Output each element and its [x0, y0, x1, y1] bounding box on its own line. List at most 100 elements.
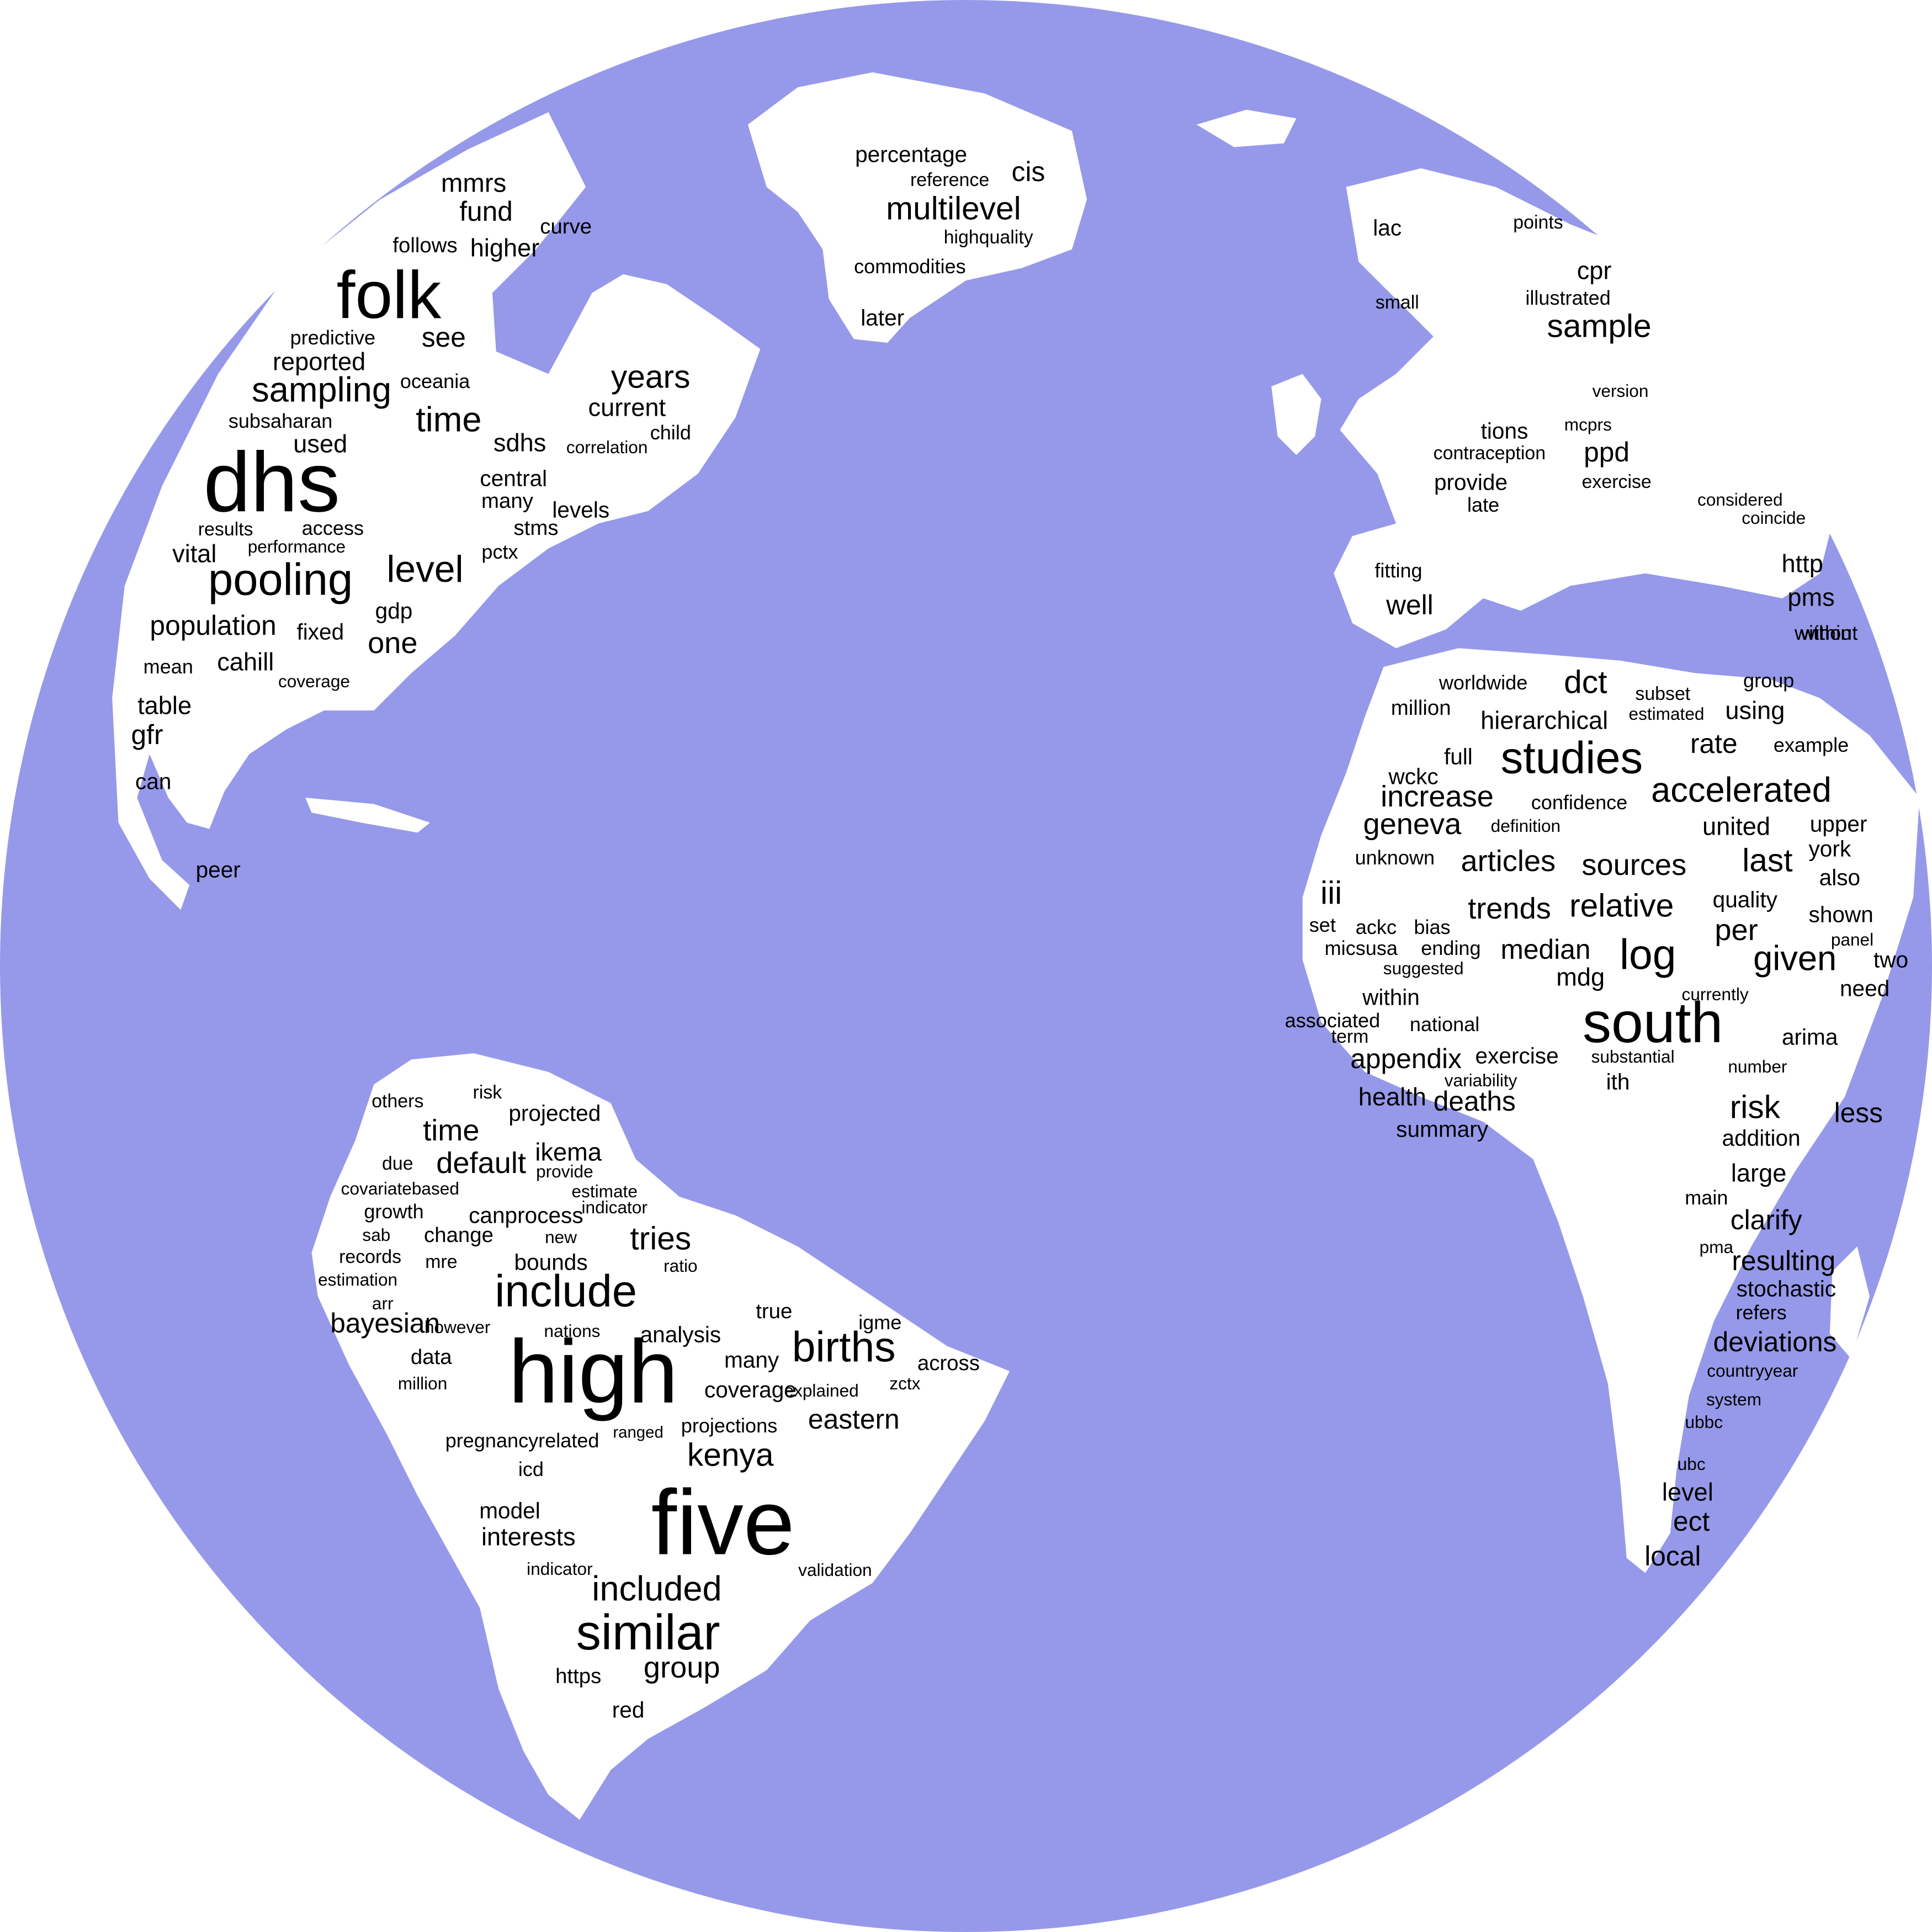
- word-however: however: [424, 1317, 491, 1337]
- word-main: main: [1685, 1186, 1728, 1209]
- word-estimated: estimated: [1628, 704, 1705, 724]
- word-cahill: cahill: [217, 647, 274, 676]
- word-provide: provide: [1434, 469, 1508, 495]
- word-fixed: fixed: [296, 619, 344, 645]
- word-canprocess: canprocess: [469, 1202, 583, 1228]
- word-exercise: exercise: [1581, 471, 1652, 492]
- word-nations: nations: [544, 1320, 601, 1341]
- island-cuba: [305, 798, 431, 833]
- word-deaths: deaths: [1433, 1086, 1516, 1117]
- word-stms: stms: [513, 516, 559, 540]
- word-model: model: [479, 1498, 540, 1524]
- word-group: group: [643, 1651, 720, 1685]
- word-lac: lac: [1373, 215, 1402, 241]
- word-bayesian: bayesian: [330, 1308, 440, 1339]
- word-ubbc: ubbc: [1685, 1411, 1723, 1432]
- word-can: can: [135, 768, 172, 794]
- word-currently: currently: [1681, 984, 1749, 1005]
- word-estimation: estimation: [318, 1270, 398, 1290]
- word-kenya: kenya: [687, 1437, 774, 1474]
- word-arr: arr: [371, 1293, 394, 1314]
- word-mean: mean: [143, 655, 193, 678]
- word-resulting: resulting: [1732, 1245, 1836, 1277]
- word-ending: ending: [1421, 937, 1481, 960]
- word-table: table: [137, 691, 192, 720]
- word-later: later: [861, 305, 905, 331]
- word-included: included: [592, 1569, 722, 1609]
- word-gdp: gdp: [375, 598, 413, 624]
- word-late: late: [1467, 493, 1500, 516]
- continent-europe: [1334, 168, 1833, 649]
- word-ikema: ikema: [535, 1137, 602, 1166]
- word-appendix: appendix: [1350, 1043, 1462, 1075]
- word-two: two: [1873, 947, 1909, 973]
- word-subsaharan: subsaharan: [228, 410, 333, 433]
- word-fitting: fitting: [1374, 559, 1423, 582]
- word-multilevel: multilevel: [886, 191, 1021, 227]
- word-current: current: [588, 393, 666, 422]
- word-countryyear: countryyear: [1707, 1361, 1798, 1381]
- word-dhs: dhs: [203, 434, 341, 530]
- island-madagascar: [1829, 1246, 1870, 1359]
- word-given: given: [1753, 938, 1837, 978]
- island-britain: [1271, 374, 1321, 455]
- word-indicator: indicator: [527, 1559, 593, 1579]
- word-well: well: [1386, 590, 1434, 621]
- word-higher: higher: [470, 233, 540, 262]
- word-vital: vital: [172, 539, 217, 567]
- word-include: include: [495, 1266, 638, 1317]
- word-data: data: [410, 1345, 452, 1369]
- word-http: http: [1781, 549, 1823, 577]
- word-true: true: [756, 1299, 793, 1323]
- word-large: large: [1731, 1159, 1787, 1187]
- word-high: high: [508, 1321, 678, 1422]
- word-risk: risk: [1729, 1090, 1781, 1126]
- word-articles: articles: [1461, 845, 1556, 878]
- word-tions: tions: [1480, 418, 1528, 444]
- word-sample: sample: [1547, 308, 1652, 344]
- word-without: without: [1794, 622, 1858, 645]
- word-levels: levels: [552, 497, 610, 523]
- word-addition: addition: [1722, 1125, 1801, 1151]
- word-quality: quality: [1712, 887, 1777, 912]
- word-time: time: [416, 400, 482, 439]
- word-coincide: coincide: [1742, 508, 1806, 528]
- word-level: level: [386, 549, 464, 591]
- word-summary: summary: [1396, 1116, 1489, 1142]
- word-one: one: [368, 627, 418, 660]
- word-hierarchical: hierarchical: [1480, 706, 1609, 735]
- word-cpr: cpr: [1577, 256, 1612, 285]
- word-term: term: [1331, 1026, 1369, 1047]
- word-ranged: ranged: [613, 1423, 664, 1441]
- word-full: full: [1443, 744, 1473, 769]
- word-sab: sab: [362, 1224, 391, 1245]
- word-tries: tries: [630, 1220, 692, 1257]
- word-curve: curve: [540, 214, 592, 238]
- word-oceania: oceania: [400, 369, 470, 392]
- word-fund: fund: [459, 196, 513, 227]
- word-zctx: zctx: [889, 1373, 921, 1393]
- word-cis: cis: [1011, 156, 1045, 187]
- word-validation: validation: [798, 1560, 872, 1580]
- word-gfr: gfr: [131, 719, 163, 751]
- word-deviations: deviations: [1713, 1326, 1837, 1358]
- word-new: new: [545, 1227, 577, 1248]
- word-performance: performance: [247, 537, 346, 557]
- word-analysis: analysis: [640, 1322, 721, 1348]
- word-indicator: indicator: [581, 1197, 647, 1218]
- word-bias: bias: [1414, 915, 1451, 938]
- word-time: time: [423, 1113, 480, 1147]
- word-contraception: contraception: [1433, 442, 1546, 464]
- word-igme: igme: [858, 1310, 902, 1334]
- continent-north-america: [112, 112, 761, 910]
- word-folk: folk: [336, 257, 442, 333]
- word-coverage: coverage: [704, 1377, 797, 1403]
- word-need: need: [1839, 975, 1890, 1001]
- word-across: across: [917, 1351, 980, 1376]
- word-others: others: [371, 1091, 424, 1112]
- word-see: see: [421, 322, 466, 353]
- word-upper: upper: [1809, 811, 1867, 837]
